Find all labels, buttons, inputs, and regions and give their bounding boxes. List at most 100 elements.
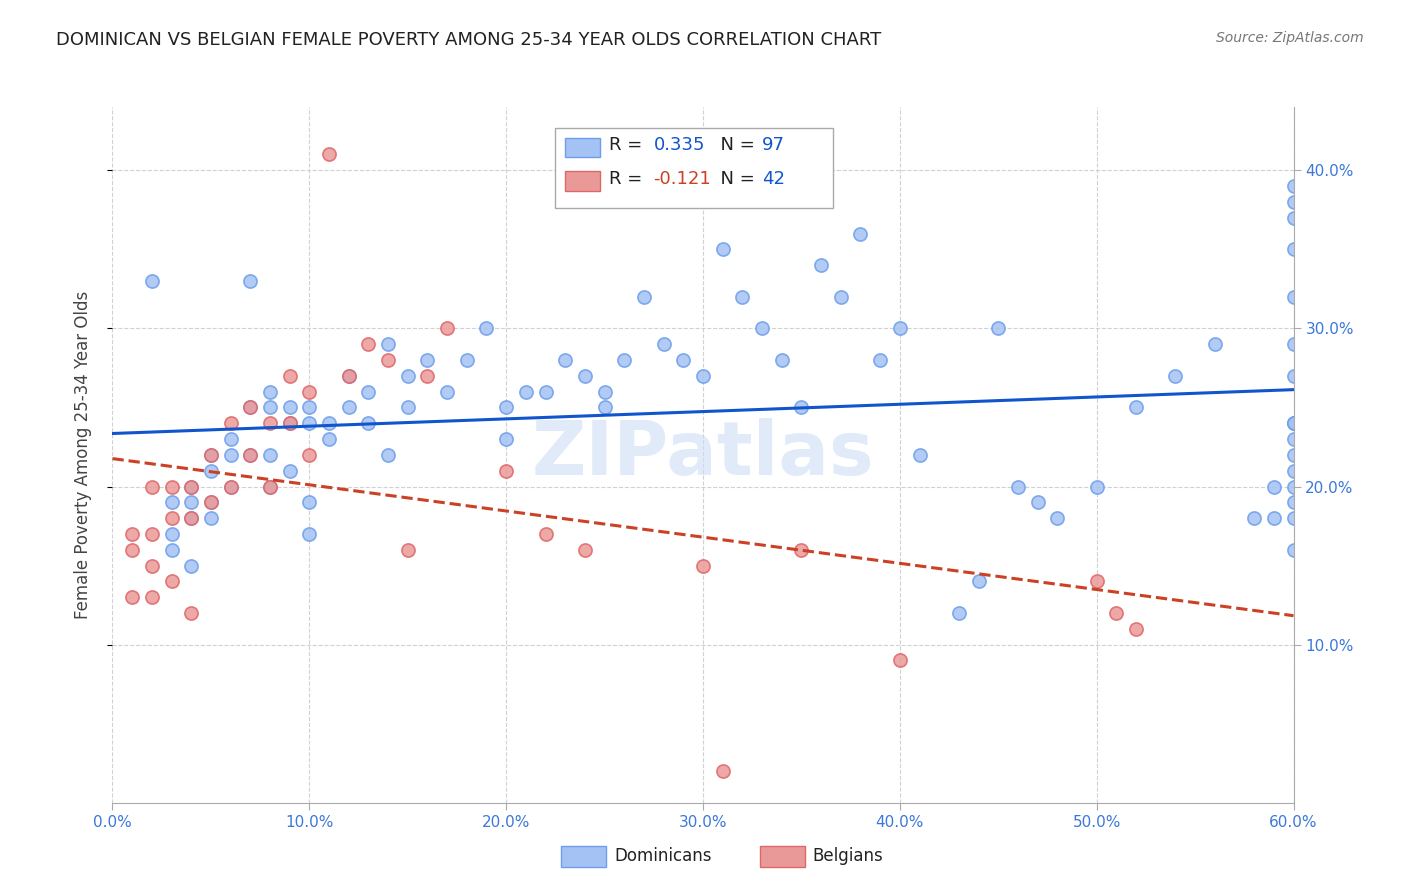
Point <box>1007 479 1029 493</box>
Point <box>1282 179 1305 194</box>
Point <box>1282 368 1305 383</box>
Point <box>337 368 360 383</box>
Point <box>357 417 380 431</box>
Point <box>574 368 596 383</box>
Point <box>200 495 222 509</box>
Point <box>180 495 202 509</box>
Point <box>239 448 262 462</box>
Point <box>396 401 419 415</box>
Point <box>357 337 380 351</box>
Point <box>574 542 596 557</box>
Point <box>889 321 911 335</box>
Point <box>318 417 340 431</box>
Point <box>987 321 1010 335</box>
Point <box>200 448 222 462</box>
Point <box>239 401 262 415</box>
Point <box>495 432 517 446</box>
Text: Source: ZipAtlas.com: Source: ZipAtlas.com <box>1216 31 1364 45</box>
Point <box>357 384 380 399</box>
Point <box>141 558 163 573</box>
Point <box>1282 194 1305 209</box>
Text: N =: N = <box>709 136 761 154</box>
Point <box>1085 574 1108 589</box>
Point <box>790 401 813 415</box>
Point <box>259 417 281 431</box>
Point <box>200 495 222 509</box>
Point <box>1282 417 1305 431</box>
Point <box>160 511 183 525</box>
Point <box>554 353 576 368</box>
Point <box>141 591 163 605</box>
Point <box>889 653 911 667</box>
Point <box>298 448 321 462</box>
Point <box>278 401 301 415</box>
Point <box>318 432 340 446</box>
Point <box>259 479 281 493</box>
Point <box>239 448 262 462</box>
FancyBboxPatch shape <box>759 846 804 867</box>
Point <box>416 368 439 383</box>
Point <box>239 401 262 415</box>
Point <box>692 368 714 383</box>
Point <box>751 321 773 335</box>
Point <box>1282 542 1305 557</box>
Point <box>298 495 321 509</box>
Point <box>436 384 458 399</box>
Point <box>219 448 242 462</box>
Point <box>141 479 163 493</box>
Point <box>200 464 222 478</box>
Text: R =: R = <box>609 136 648 154</box>
Point <box>141 274 163 288</box>
FancyBboxPatch shape <box>561 846 606 867</box>
Text: 97: 97 <box>762 136 785 154</box>
Y-axis label: Female Poverty Among 25-34 Year Olds: Female Poverty Among 25-34 Year Olds <box>73 291 91 619</box>
Point <box>1243 511 1265 525</box>
Point <box>259 401 281 415</box>
Point <box>259 384 281 399</box>
Point <box>259 479 281 493</box>
Point <box>1263 479 1285 493</box>
Point <box>278 417 301 431</box>
Point <box>1105 606 1128 620</box>
Point <box>278 464 301 478</box>
Point <box>456 353 478 368</box>
FancyBboxPatch shape <box>565 137 600 157</box>
Point <box>770 353 793 368</box>
Point <box>495 464 517 478</box>
FancyBboxPatch shape <box>565 171 600 191</box>
Point <box>692 558 714 573</box>
Point <box>1282 511 1305 525</box>
Point <box>1282 417 1305 431</box>
Point <box>810 258 832 272</box>
Point <box>495 401 517 415</box>
FancyBboxPatch shape <box>555 128 832 208</box>
Point <box>1282 432 1305 446</box>
Point <box>318 147 340 161</box>
Point <box>1085 479 1108 493</box>
Point <box>1282 290 1305 304</box>
Point <box>200 511 222 525</box>
Point <box>1282 211 1305 225</box>
Point <box>219 479 242 493</box>
Point <box>652 337 675 351</box>
Text: 42: 42 <box>762 169 785 187</box>
Point <box>1026 495 1049 509</box>
Point <box>1282 417 1305 431</box>
Point <box>160 495 183 509</box>
Point <box>1164 368 1187 383</box>
Point <box>239 274 262 288</box>
Point <box>849 227 872 241</box>
Text: N =: N = <box>709 169 761 187</box>
Point <box>278 417 301 431</box>
Point <box>967 574 990 589</box>
Point <box>534 384 557 399</box>
Point <box>377 448 399 462</box>
Text: Dominicans: Dominicans <box>614 847 711 865</box>
Point <box>141 527 163 541</box>
Point <box>298 527 321 541</box>
Point <box>948 606 970 620</box>
Point <box>1046 511 1069 525</box>
Text: ZIPatlas: ZIPatlas <box>531 418 875 491</box>
Point <box>1282 495 1305 509</box>
Point <box>711 243 734 257</box>
